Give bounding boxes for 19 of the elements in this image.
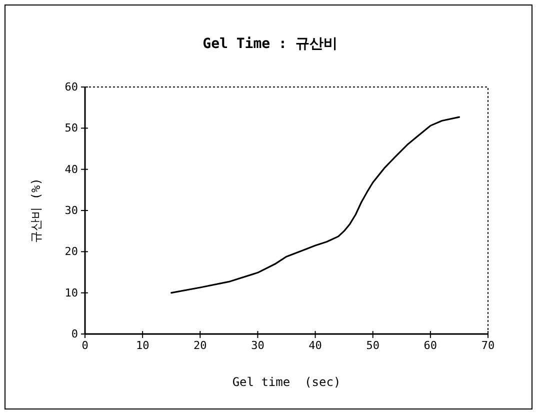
x-axis-title: Gel time (sec) (232, 375, 341, 389)
chart-title: Gel Time : 규산비 (202, 36, 338, 52)
y-tick-label: 10 (64, 286, 78, 300)
x-tick-label: 0 (82, 338, 88, 352)
y-tick-label: 0 (71, 328, 78, 341)
y-axis-title: 규산비 (%) (29, 178, 43, 243)
x-tick-label: 10 (136, 338, 150, 352)
y-tick-label: 50 (64, 122, 78, 135)
x-tick-label: 30 (251, 338, 264, 352)
y-tick-label: 40 (64, 162, 78, 176)
x-tick-label: 50 (366, 338, 380, 352)
line-series (170, 116, 460, 294)
x-tick-label: 70 (481, 338, 495, 352)
y-tick-label: 60 (64, 80, 78, 94)
y-tick-label: 20 (64, 245, 78, 258)
x-tick-label: 20 (194, 338, 207, 352)
x-tick-label: 40 (308, 338, 322, 352)
x-tick-label: 60 (424, 338, 438, 352)
y-tick-label: 30 (64, 204, 78, 218)
